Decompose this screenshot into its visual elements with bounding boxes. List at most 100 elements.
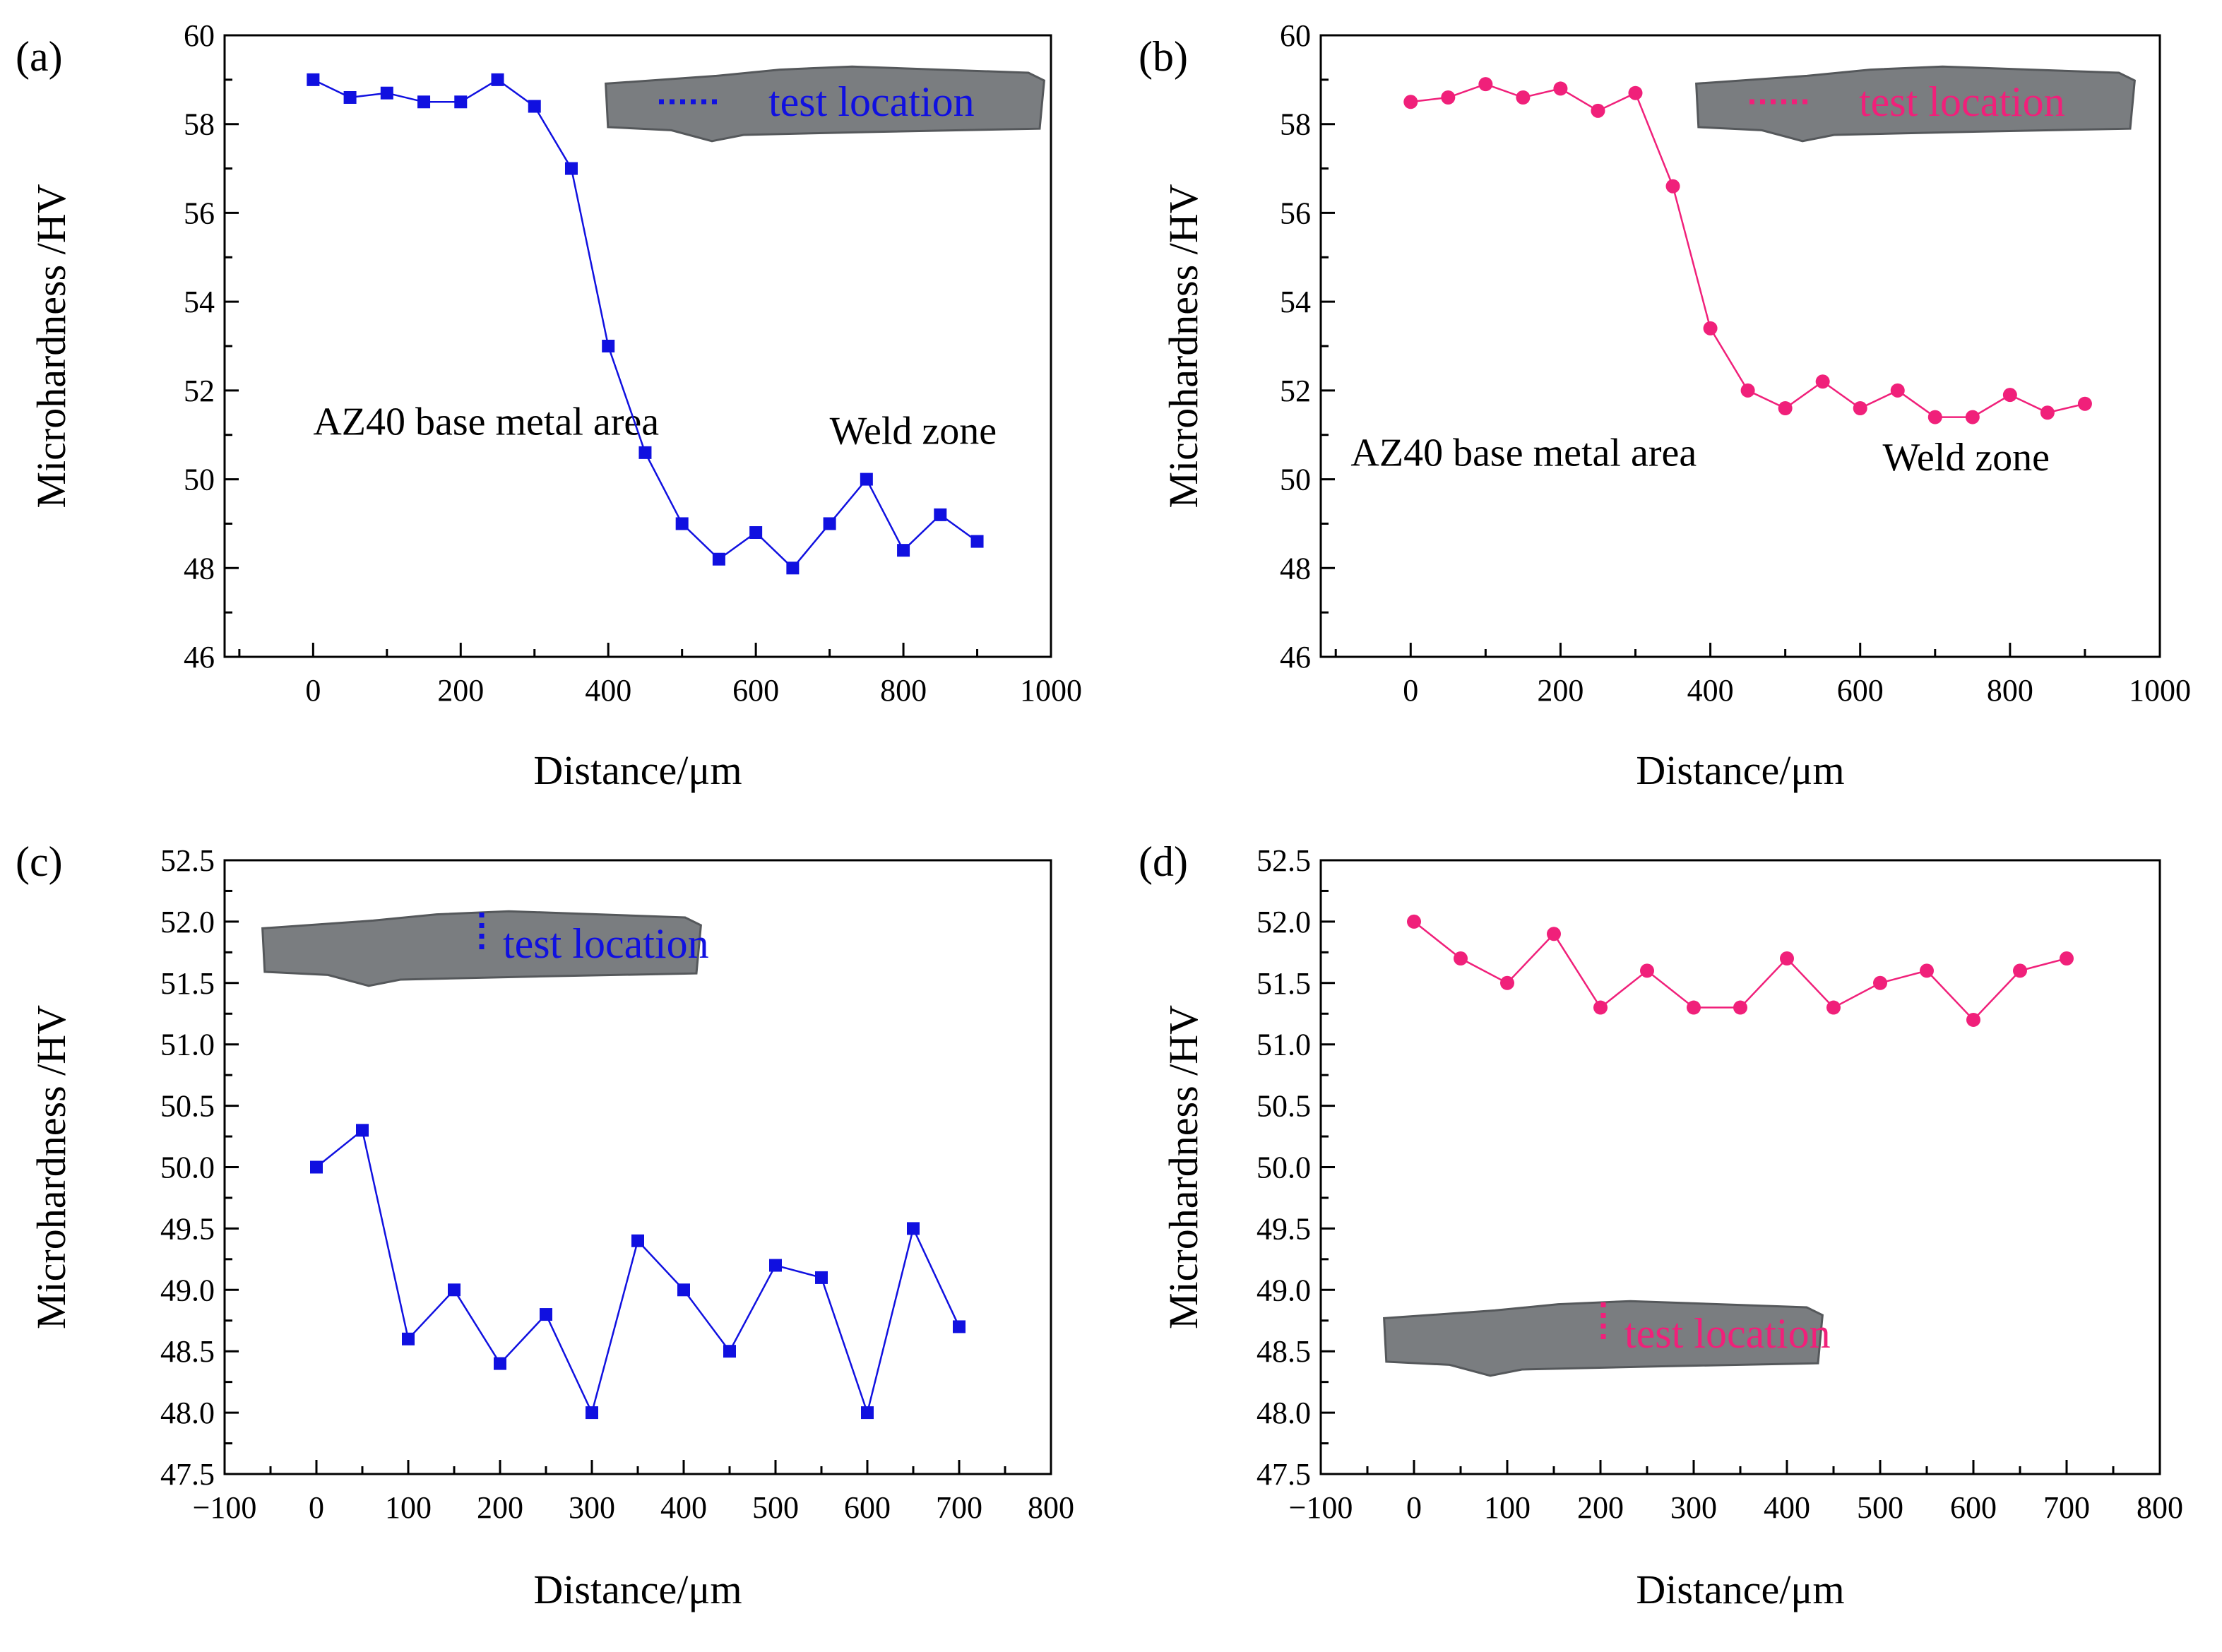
data-point (970, 535, 984, 548)
y-tick-label: 51.5 (1256, 966, 1311, 1001)
data-point (1890, 383, 1905, 398)
data-point (380, 86, 393, 100)
panel-label: (a) (16, 33, 63, 80)
data-point (815, 1271, 828, 1284)
data-point (786, 561, 800, 575)
legend-label: test location (503, 920, 709, 967)
data-point (494, 1357, 506, 1370)
data-point (356, 1124, 369, 1137)
data-point (1740, 383, 1755, 398)
y-tick-label: 49.0 (1256, 1273, 1311, 1307)
data-point (2060, 951, 2074, 966)
x-tick-label: 400 (660, 1490, 707, 1525)
y-tick-label: 54 (1280, 285, 1311, 319)
data-point (1927, 410, 1942, 424)
x-axis-title: Distance/μm (533, 1567, 742, 1612)
x-tick-label: 400 (585, 673, 631, 708)
data-point (1733, 1000, 1747, 1015)
annotation: Weld zone (830, 409, 997, 453)
y-tick-label: 51.5 (160, 966, 215, 1001)
data-point (1500, 975, 1514, 990)
y-tick-label: 56 (184, 196, 215, 230)
weld-block-image (605, 65, 1045, 143)
data-point (1920, 963, 1934, 978)
series-line (1410, 83, 2086, 418)
y-tick-label: 46 (184, 640, 215, 675)
data-point (1703, 321, 1718, 335)
x-tick-label: 200 (1537, 673, 1584, 708)
x-tick-label: 0 (309, 1490, 324, 1525)
x-tick-label: 0 (1403, 673, 1418, 708)
y-tick-label: 58 (1280, 107, 1311, 142)
y-tick-label: 47.5 (160, 1457, 215, 1492)
data-point (1516, 90, 1531, 105)
data-point (307, 73, 320, 86)
legend-label: test location (1859, 78, 2065, 125)
data-point (953, 1320, 966, 1333)
y-tick-label: 51.0 (1256, 1028, 1311, 1062)
data-point (769, 1259, 782, 1272)
data-point (1853, 401, 1867, 415)
y-tick-label: 51.0 (160, 1028, 215, 1062)
data-point (448, 1283, 461, 1297)
y-tick-label: 52 (184, 374, 215, 408)
x-tick-label: 200 (437, 673, 484, 708)
x-axis-title: Distance/μm (1636, 747, 1844, 793)
data-point (897, 544, 910, 557)
data-point (586, 1406, 598, 1420)
y-tick-label: 54 (184, 285, 215, 319)
series-line (316, 1129, 961, 1416)
x-tick-label: 700 (2043, 1490, 2090, 1525)
data-point (1687, 1000, 1701, 1015)
data-point (1640, 963, 1654, 978)
y-axis-title: Microhardness /HV (1160, 184, 1206, 508)
y-tick-label: 60 (184, 18, 215, 53)
data-point (417, 95, 431, 109)
x-tick-label: 800 (1028, 1490, 1074, 1525)
data-point (675, 517, 689, 530)
x-tick-label: 100 (385, 1490, 432, 1525)
x-tick-label: 0 (305, 673, 321, 708)
annotation: AZ40 base metal area (1350, 432, 1697, 475)
y-tick-label: 50.0 (1256, 1151, 1311, 1185)
x-tick-label: 600 (1837, 673, 1884, 708)
plot-frame (1319, 859, 2161, 1475)
data-point (2002, 388, 2017, 403)
x-tick-label: 100 (1484, 1490, 1531, 1525)
weld-block-image (1695, 65, 2136, 143)
data-point (907, 1222, 920, 1235)
data-point (749, 526, 763, 539)
y-axis-title: Microhardness /HV (1160, 1005, 1206, 1329)
data-point (402, 1332, 415, 1345)
legend-label: test location (768, 78, 975, 125)
y-tick-label: 49.5 (160, 1211, 215, 1246)
x-tick-label: 500 (752, 1490, 799, 1525)
x-tick-label: 500 (1857, 1490, 1903, 1525)
x-tick-label: 0 (1406, 1490, 1422, 1525)
y-tick-label: 48.0 (1256, 1396, 1311, 1430)
x-tick-label: 300 (569, 1490, 615, 1525)
y-tick-label: 46 (1280, 640, 1311, 675)
data-point (1665, 179, 1680, 194)
data-point (631, 1234, 644, 1247)
data-point (1966, 1012, 1980, 1027)
data-point (823, 517, 836, 530)
data-point (2013, 963, 2027, 978)
y-tick-label: 50.5 (1256, 1089, 1311, 1124)
y-tick-label: 52.5 (1256, 843, 1311, 878)
y-tick-label: 48.0 (160, 1396, 215, 1430)
x-tick-label: 400 (1687, 673, 1734, 708)
data-point (1553, 81, 1568, 96)
y-axis-title: Microhardness /HV (28, 1005, 74, 1329)
legend-label: test location (1624, 1310, 1831, 1357)
x-tick-label: 400 (1764, 1490, 1810, 1525)
y-axis-title: Microhardness /HV (28, 184, 74, 508)
x-axis-title: Distance/μm (1636, 1567, 1844, 1612)
data-point (723, 1345, 736, 1358)
data-point (1628, 85, 1643, 100)
data-point (677, 1283, 690, 1297)
x-tick-label: 800 (2137, 1490, 2183, 1525)
data-point (1965, 410, 1980, 424)
data-point (454, 95, 468, 109)
